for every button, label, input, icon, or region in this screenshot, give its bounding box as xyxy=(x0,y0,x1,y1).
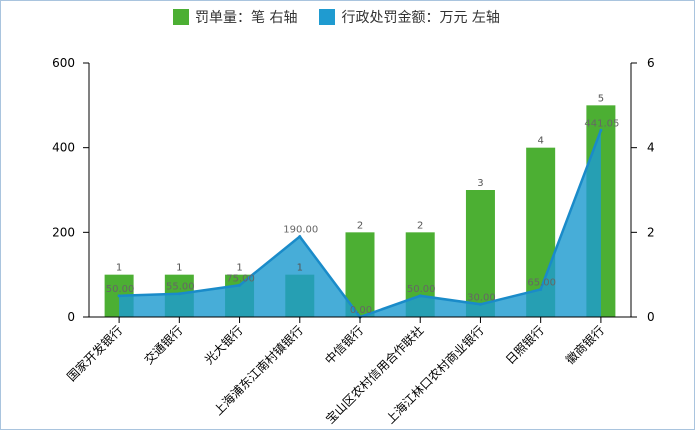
legend-swatch-area xyxy=(319,9,336,25)
legend-item-area[interactable]: 行政处罚金额：万元 左轴 xyxy=(319,7,500,27)
y-left-tick-label-1: 200 xyxy=(52,225,75,239)
bar-label-6: 3 xyxy=(477,178,483,189)
y-right-tick-label-1: 2 xyxy=(647,225,655,239)
legend-label-bar: 罚单量：笔 右轴 xyxy=(195,10,298,26)
area-point-1[interactable] xyxy=(177,292,181,296)
bar-label-4: 2 xyxy=(357,220,363,231)
area-point-8[interactable] xyxy=(599,128,603,132)
x-tick-label-4: 中信银行 xyxy=(322,323,367,368)
x-tick-label-2: 光大银行 xyxy=(202,323,246,367)
area-label-3: 190.00 xyxy=(283,225,318,236)
area-point-7[interactable] xyxy=(539,287,543,291)
area-point-6[interactable] xyxy=(478,302,482,306)
area-label-0: 50.00 xyxy=(106,284,135,295)
y-right-tick-label-3: 6 xyxy=(647,56,655,70)
y-left-tick-label-0: 0 xyxy=(67,310,75,324)
area-point-0[interactable] xyxy=(117,294,121,298)
bar-label-8: 5 xyxy=(598,93,604,104)
legend-item-bar[interactable]: 罚单量：笔 右轴 xyxy=(173,7,297,27)
bar-label-3: 1 xyxy=(297,263,303,274)
x-tick-label-7: 日照银行 xyxy=(503,323,547,367)
chart-legend: 罚单量：笔 右轴 行政处罚金额：万元 左轴 xyxy=(173,7,500,27)
area-point-5[interactable] xyxy=(418,294,422,298)
area-label-8: 441.05 xyxy=(584,118,619,129)
area-label-4: 0.00 xyxy=(350,305,372,316)
x-tick-label-5: 宝山区农村信用合作联社 xyxy=(322,323,426,427)
bar-label-1: 1 xyxy=(176,263,182,274)
bar-6[interactable] xyxy=(465,190,495,317)
x-tick-label-8: 徽商银行 xyxy=(562,323,607,368)
bar-label-2: 1 xyxy=(236,263,242,274)
area-label-7: 65.00 xyxy=(527,277,556,288)
area-label-1: 55.00 xyxy=(166,282,195,293)
y-left-tick-label-2: 400 xyxy=(52,141,75,155)
bar-label-5: 2 xyxy=(417,220,423,231)
y-left-tick-label-3: 600 xyxy=(52,56,75,70)
y-right-tick-label-0: 0 xyxy=(647,310,655,324)
area-label-6: 30.00 xyxy=(467,292,496,303)
y-right-tick-label-2: 4 xyxy=(647,141,655,155)
area-point-3[interactable] xyxy=(298,235,302,239)
bar-label-0: 1 xyxy=(116,263,122,274)
legend-label-area: 行政处罚金额：万元 左轴 xyxy=(341,10,500,26)
area-label-2: 75.00 xyxy=(226,273,255,284)
x-tick-label-6: 上海江林口农村商业银行 xyxy=(383,323,487,427)
x-tick-label-0: 国家开发银行 xyxy=(64,323,126,385)
legend-swatch-bar xyxy=(173,9,189,25)
area-fill xyxy=(119,130,601,317)
area-label-5: 50.00 xyxy=(407,284,436,295)
bar-label-7: 4 xyxy=(537,136,543,147)
area-point-2[interactable] xyxy=(238,283,242,287)
x-tick-label-1: 交通银行 xyxy=(141,323,186,368)
